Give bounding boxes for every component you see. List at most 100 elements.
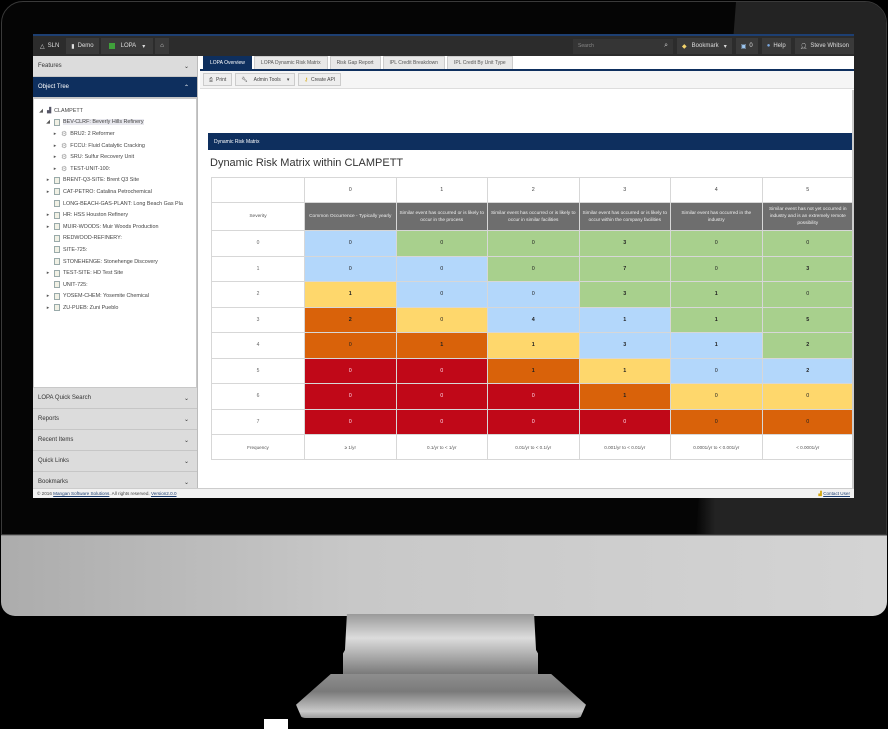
expand-toggle-icon[interactable]: ▸ — [46, 177, 50, 184]
expand-toggle-icon[interactable]: ▸ — [46, 212, 50, 219]
tree-item[interactable]: ▸ BRENT-Q3-SITE: Brent Q3 Site — [38, 175, 196, 187]
user-menu[interactable]: 👤︎ Steve Whitson — [794, 38, 854, 54]
nav-module-dropdown[interactable]: LOPA ▾ — [100, 38, 154, 54]
matrix-cell[interactable]: 0 — [670, 357, 763, 384]
create-api-button[interactable]: ⚷ Create API — [298, 73, 342, 86]
notifications-button[interactable]: ▣ 0 — [735, 38, 758, 54]
version-link[interactable]: Version2.0.0 — [150, 491, 177, 496]
tree-item[interactable]: ▸ ⚙ FCCU: Fluid Catalytic Cracking — [38, 140, 196, 152]
matrix-cell[interactable]: 1 — [578, 306, 671, 333]
matrix-cell[interactable]: 0 — [304, 255, 397, 282]
expand-toggle-icon[interactable]: ◢ — [39, 107, 43, 114]
matrix-cell[interactable]: 1 — [670, 281, 763, 308]
matrix-cell[interactable]: 0 — [395, 383, 488, 410]
contact-label[interactable]: Contact User — [823, 490, 850, 496]
matrix-cell[interactable]: 3 — [578, 332, 671, 359]
expand-toggle-icon[interactable]: ▸ — [46, 188, 50, 195]
tree-item[interactable]: ◢ BEV-CLRF: Beverly Hills Refinery — [38, 117, 196, 129]
sidebar-section-lopa-quick-search[interactable]: LOPA Quick Search ⌄ — [33, 388, 197, 409]
tree-item[interactable]: UNIT-725: — [38, 279, 196, 291]
expand-toggle-icon[interactable]: ◢ — [46, 119, 50, 126]
tab-lopa-overview[interactable]: LOPA Overview — [203, 56, 252, 69]
matrix-cell[interactable]: 0 — [395, 357, 488, 384]
matrix-cell[interactable]: 1 — [670, 332, 763, 359]
bookmark-dropdown[interactable]: ◆ Bookmark ▾ — [677, 38, 732, 54]
tab-risk-gap-report[interactable]: Risk Gap Report — [329, 56, 381, 69]
expand-toggle-icon[interactable]: ▸ — [46, 270, 50, 277]
sidebar-section-object-tree[interactable]: Object Tree ⌃ — [33, 77, 197, 98]
home-button[interactable]: ⌂ — [155, 38, 169, 54]
expand-toggle-icon[interactable]: ▸ — [53, 142, 57, 149]
matrix-cell[interactable]: 1 — [670, 306, 763, 333]
search-icon[interactable]: ⌕ — [664, 42, 669, 49]
scrollbar[interactable] — [852, 90, 854, 490]
matrix-cell[interactable]: 0 — [395, 230, 488, 257]
sidebar-section-reports[interactable]: Reports ⌄ — [33, 409, 197, 430]
tree-item[interactable]: ▸ MUIR-WOODS: Muir Woods Production — [38, 221, 196, 233]
matrix-cell[interactable]: 0 — [670, 408, 763, 435]
matrix-cell[interactable]: 0 — [487, 255, 580, 282]
matrix-cell[interactable]: 5 — [761, 306, 854, 333]
matrix-cell[interactable]: 1 — [487, 357, 580, 384]
matrix-cell[interactable]: 0 — [395, 306, 488, 333]
tab-ipl-credit-by-unit-type[interactable]: IPL Credit By Unit Type — [447, 56, 513, 69]
search-box[interactable]: Search ⌕ — [573, 38, 674, 54]
matrix-cell[interactable]: 0 — [578, 408, 671, 435]
matrix-cell[interactable]: 0 — [761, 383, 854, 410]
matrix-cell[interactable]: 0 — [304, 408, 397, 435]
tree-item[interactable]: ▸ CAT-PETRO: Catalina Petrochemical — [38, 186, 196, 198]
matrix-cell[interactable]: 0 — [487, 281, 580, 308]
tree-item[interactable]: ▸ ⚙ TEST-UNIT-100: — [38, 163, 196, 175]
matrix-cell[interactable]: 0 — [304, 332, 397, 359]
expand-toggle-icon[interactable]: ▸ — [46, 223, 50, 230]
search-input[interactable]: Search — [578, 43, 594, 49]
matrix-cell[interactable]: 0 — [395, 255, 488, 282]
tree-item[interactable]: ◢ ▟ CLAMPETT — [38, 105, 196, 117]
tree-item[interactable]: ▸ TEST-SITE: HD Test Site — [38, 267, 196, 279]
tree-item[interactable]: STONEHENGE: Stonehenge Discovery — [38, 256, 196, 268]
sidebar-section-features[interactable]: Features ⌄ — [33, 56, 197, 77]
matrix-cell[interactable]: 0 — [670, 383, 763, 410]
matrix-cell[interactable]: 1 — [578, 383, 671, 410]
matrix-cell[interactable]: 2 — [761, 332, 854, 359]
tree-item[interactable]: ▸ HR: HSS Houston Refinery — [38, 209, 196, 221]
matrix-cell[interactable]: 0 — [395, 408, 488, 435]
matrix-cell[interactable]: 0 — [304, 230, 397, 257]
tree-item[interactable]: LONG-BEACH-GAS-PLANT: Long Beach Gas Pla — [38, 198, 196, 210]
matrix-cell[interactable]: 7 — [578, 255, 671, 282]
matrix-cell[interactable]: 1 — [304, 281, 397, 308]
matrix-cell[interactable]: 0 — [304, 383, 397, 410]
company-link[interactable]: Mangan Software Solutions — [53, 491, 110, 496]
expand-toggle-icon[interactable]: ▸ — [46, 304, 50, 311]
contact-user-link[interactable]: ▟ Contact User — [818, 491, 850, 497]
matrix-cell[interactable]: 1 — [487, 332, 580, 359]
matrix-cell[interactable]: 0 — [304, 357, 397, 384]
matrix-cell[interactable]: 0 — [487, 230, 580, 257]
matrix-cell[interactable]: 0 — [670, 230, 763, 257]
matrix-cell[interactable]: 1 — [578, 357, 671, 384]
help-button[interactable]: ● Help — [761, 38, 791, 54]
tab-lopa-dynamic-risk-matrix[interactable]: LOPA Dynamic Risk Matrix — [253, 56, 328, 69]
expand-toggle-icon[interactable]: ▸ — [53, 165, 57, 172]
matrix-cell[interactable]: 0 — [487, 408, 580, 435]
matrix-cell[interactable]: 4 — [487, 306, 580, 333]
sidebar-section-recent-items[interactable]: Recent Items ⌄ — [33, 430, 197, 451]
matrix-cell[interactable]: 3 — [578, 230, 671, 257]
tree-item[interactable]: ▸ ⚙ SRU: Sulfur Recovery Unit — [38, 151, 196, 163]
sidebar-section-quick-links[interactable]: Quick Links ⌄ — [33, 451, 197, 472]
matrix-cell[interactable]: 0 — [487, 383, 580, 410]
matrix-cell[interactable]: 0 — [761, 281, 854, 308]
tree-item[interactable]: ▸ YOSEM-CHEM: Yosemite Chemical — [38, 291, 196, 303]
matrix-cell[interactable]: 2 — [304, 306, 397, 333]
expand-toggle-icon[interactable]: ▸ — [46, 293, 50, 300]
print-button[interactable]: ⎙ Print — [203, 73, 233, 86]
matrix-cell[interactable]: 3 — [761, 255, 854, 282]
tree-item[interactable]: REDWOOD-REFINERY: — [38, 233, 196, 245]
expand-toggle-icon[interactable]: ▸ — [53, 130, 57, 137]
tree-item[interactable]: SITE-725: — [38, 244, 196, 256]
matrix-cell[interactable]: 0 — [761, 230, 854, 257]
nav-sln-button[interactable]: △ SLN — [35, 38, 64, 54]
matrix-cell[interactable]: 1 — [395, 332, 488, 359]
matrix-cell[interactable]: 0 — [395, 281, 488, 308]
tree-item[interactable]: ▸ ⚙ BRU2: 2 Reformer — [38, 128, 196, 140]
